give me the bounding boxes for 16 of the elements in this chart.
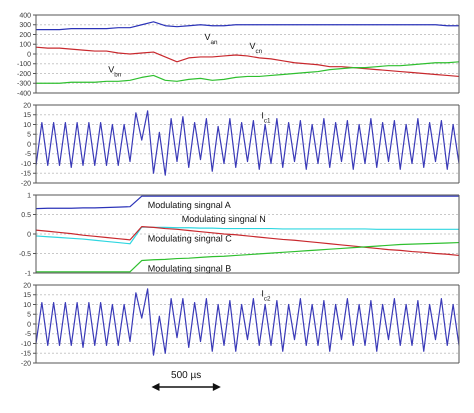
line-series (35, 288, 460, 356)
series-label: V$_{cn}$ (250, 40, 263, 54)
line-series (35, 61, 460, 84)
series-label: Modulating singnal B (148, 264, 232, 274)
series-label: V$_{bn}$ (108, 64, 122, 78)
series-label: Modulating singnal N (182, 214, 266, 224)
text: 500 µs (171, 370, 202, 381)
series-label: Modulating singnal A (148, 200, 231, 210)
line-series (35, 21, 460, 30)
series-label: I$_{c2}$ (261, 288, 272, 302)
series-label: V$_{an}$ (204, 32, 218, 46)
series-label: I$_{c1}$ (261, 110, 272, 124)
series-label: Modulating singnal C (148, 234, 232, 244)
line-series (35, 226, 460, 256)
line-series (35, 226, 460, 244)
line-series (35, 110, 460, 176)
